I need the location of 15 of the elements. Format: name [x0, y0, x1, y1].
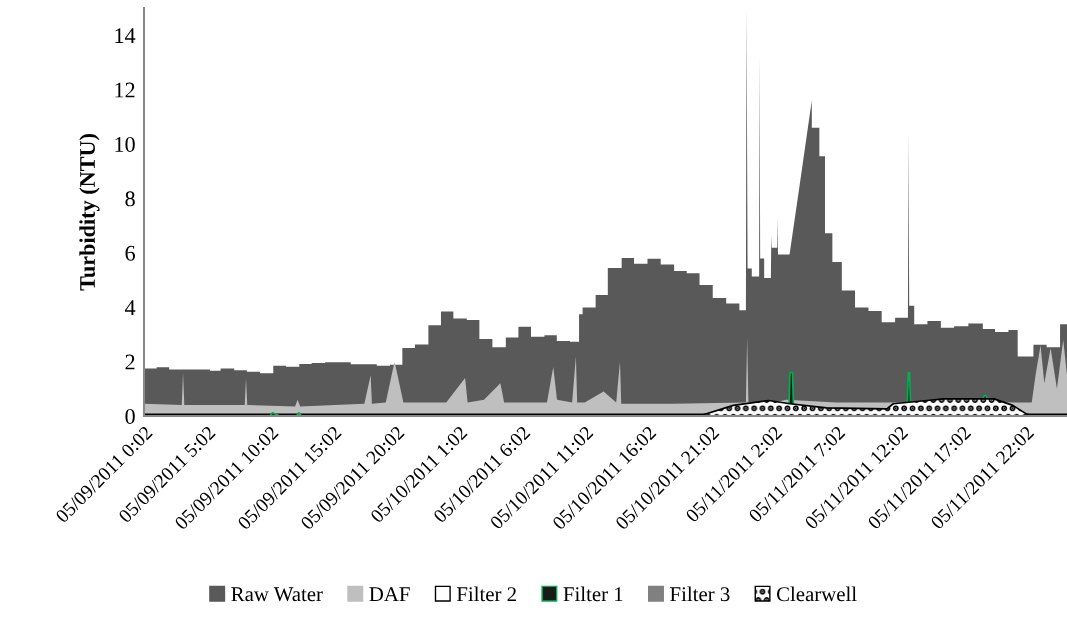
legend-label: Filter 3	[670, 586, 730, 602]
y-tick-label: 2	[125, 354, 135, 370]
legend-label: DAF	[369, 587, 410, 602]
legend-label: Clearwell	[776, 586, 857, 602]
legend-label: Filter 2	[456, 586, 516, 602]
legend-label: Raw Water	[231, 587, 323, 602]
legend-label: Filter 1	[563, 586, 623, 602]
y-tick-label: 6	[125, 245, 135, 261]
y-axis-title: Turbidity (NTU)	[79, 134, 100, 291]
y-tick-label: 4	[124, 300, 136, 315]
y-tick-label: 12	[115, 82, 135, 98]
y-tick-label: 10	[115, 136, 135, 152]
y-tick-label: 8	[125, 191, 135, 207]
y-tick-label: 14	[115, 28, 136, 43]
y-tick-label: 0	[125, 408, 135, 424]
